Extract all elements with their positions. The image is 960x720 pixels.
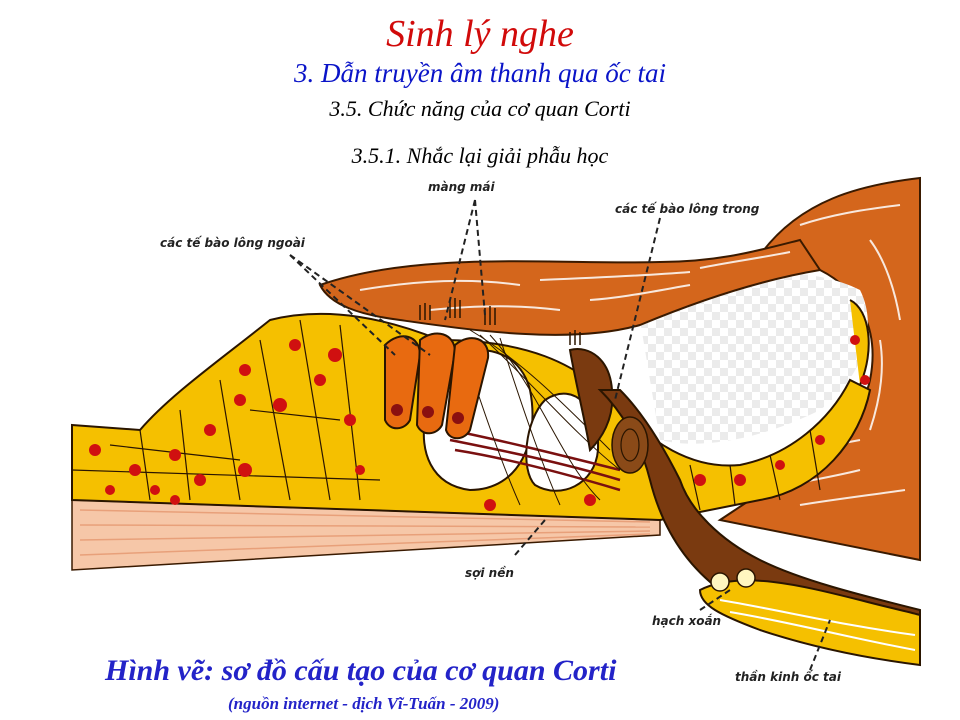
- spiral-ganglion: [698, 579, 921, 667]
- page-title: Sinh lý nghe: [386, 13, 574, 55]
- label-basilar-membrane: sợi nền: [465, 566, 514, 580]
- tectorial-membrane: [318, 238, 822, 336]
- label-spiral-ganglion: hạch xoắn: [652, 614, 722, 628]
- page-subtitle: 3. Dẫn truyền âm thanh qua ốc tai: [294, 58, 666, 88]
- inner-hair-cell: [568, 348, 614, 453]
- figure-caption: Hình vẽ: sơ đồ cấu tạo của cơ quan Corti: [105, 654, 617, 687]
- scala-media: [640, 273, 868, 444]
- section-heading: 3.5. Chức năng của cơ quan Corti: [329, 96, 631, 121]
- subsection-heading: 3.5.1. Nhắc lại giải phẫu học: [351, 143, 609, 168]
- figure-credit: (nguồn internet - dịch Vĩ-Tuấn - 2009): [228, 694, 500, 713]
- label-cochlear-nerve: thần kinh ốc tai: [735, 670, 841, 684]
- label-outer-hair-cells: các tế bào lông ngoài: [160, 236, 305, 250]
- outer-hair-cells: [384, 332, 490, 440]
- label-tectorial-membrane: màng mái: [428, 180, 495, 194]
- label-inner-hair-cells: các tế bào lông trong: [615, 202, 760, 216]
